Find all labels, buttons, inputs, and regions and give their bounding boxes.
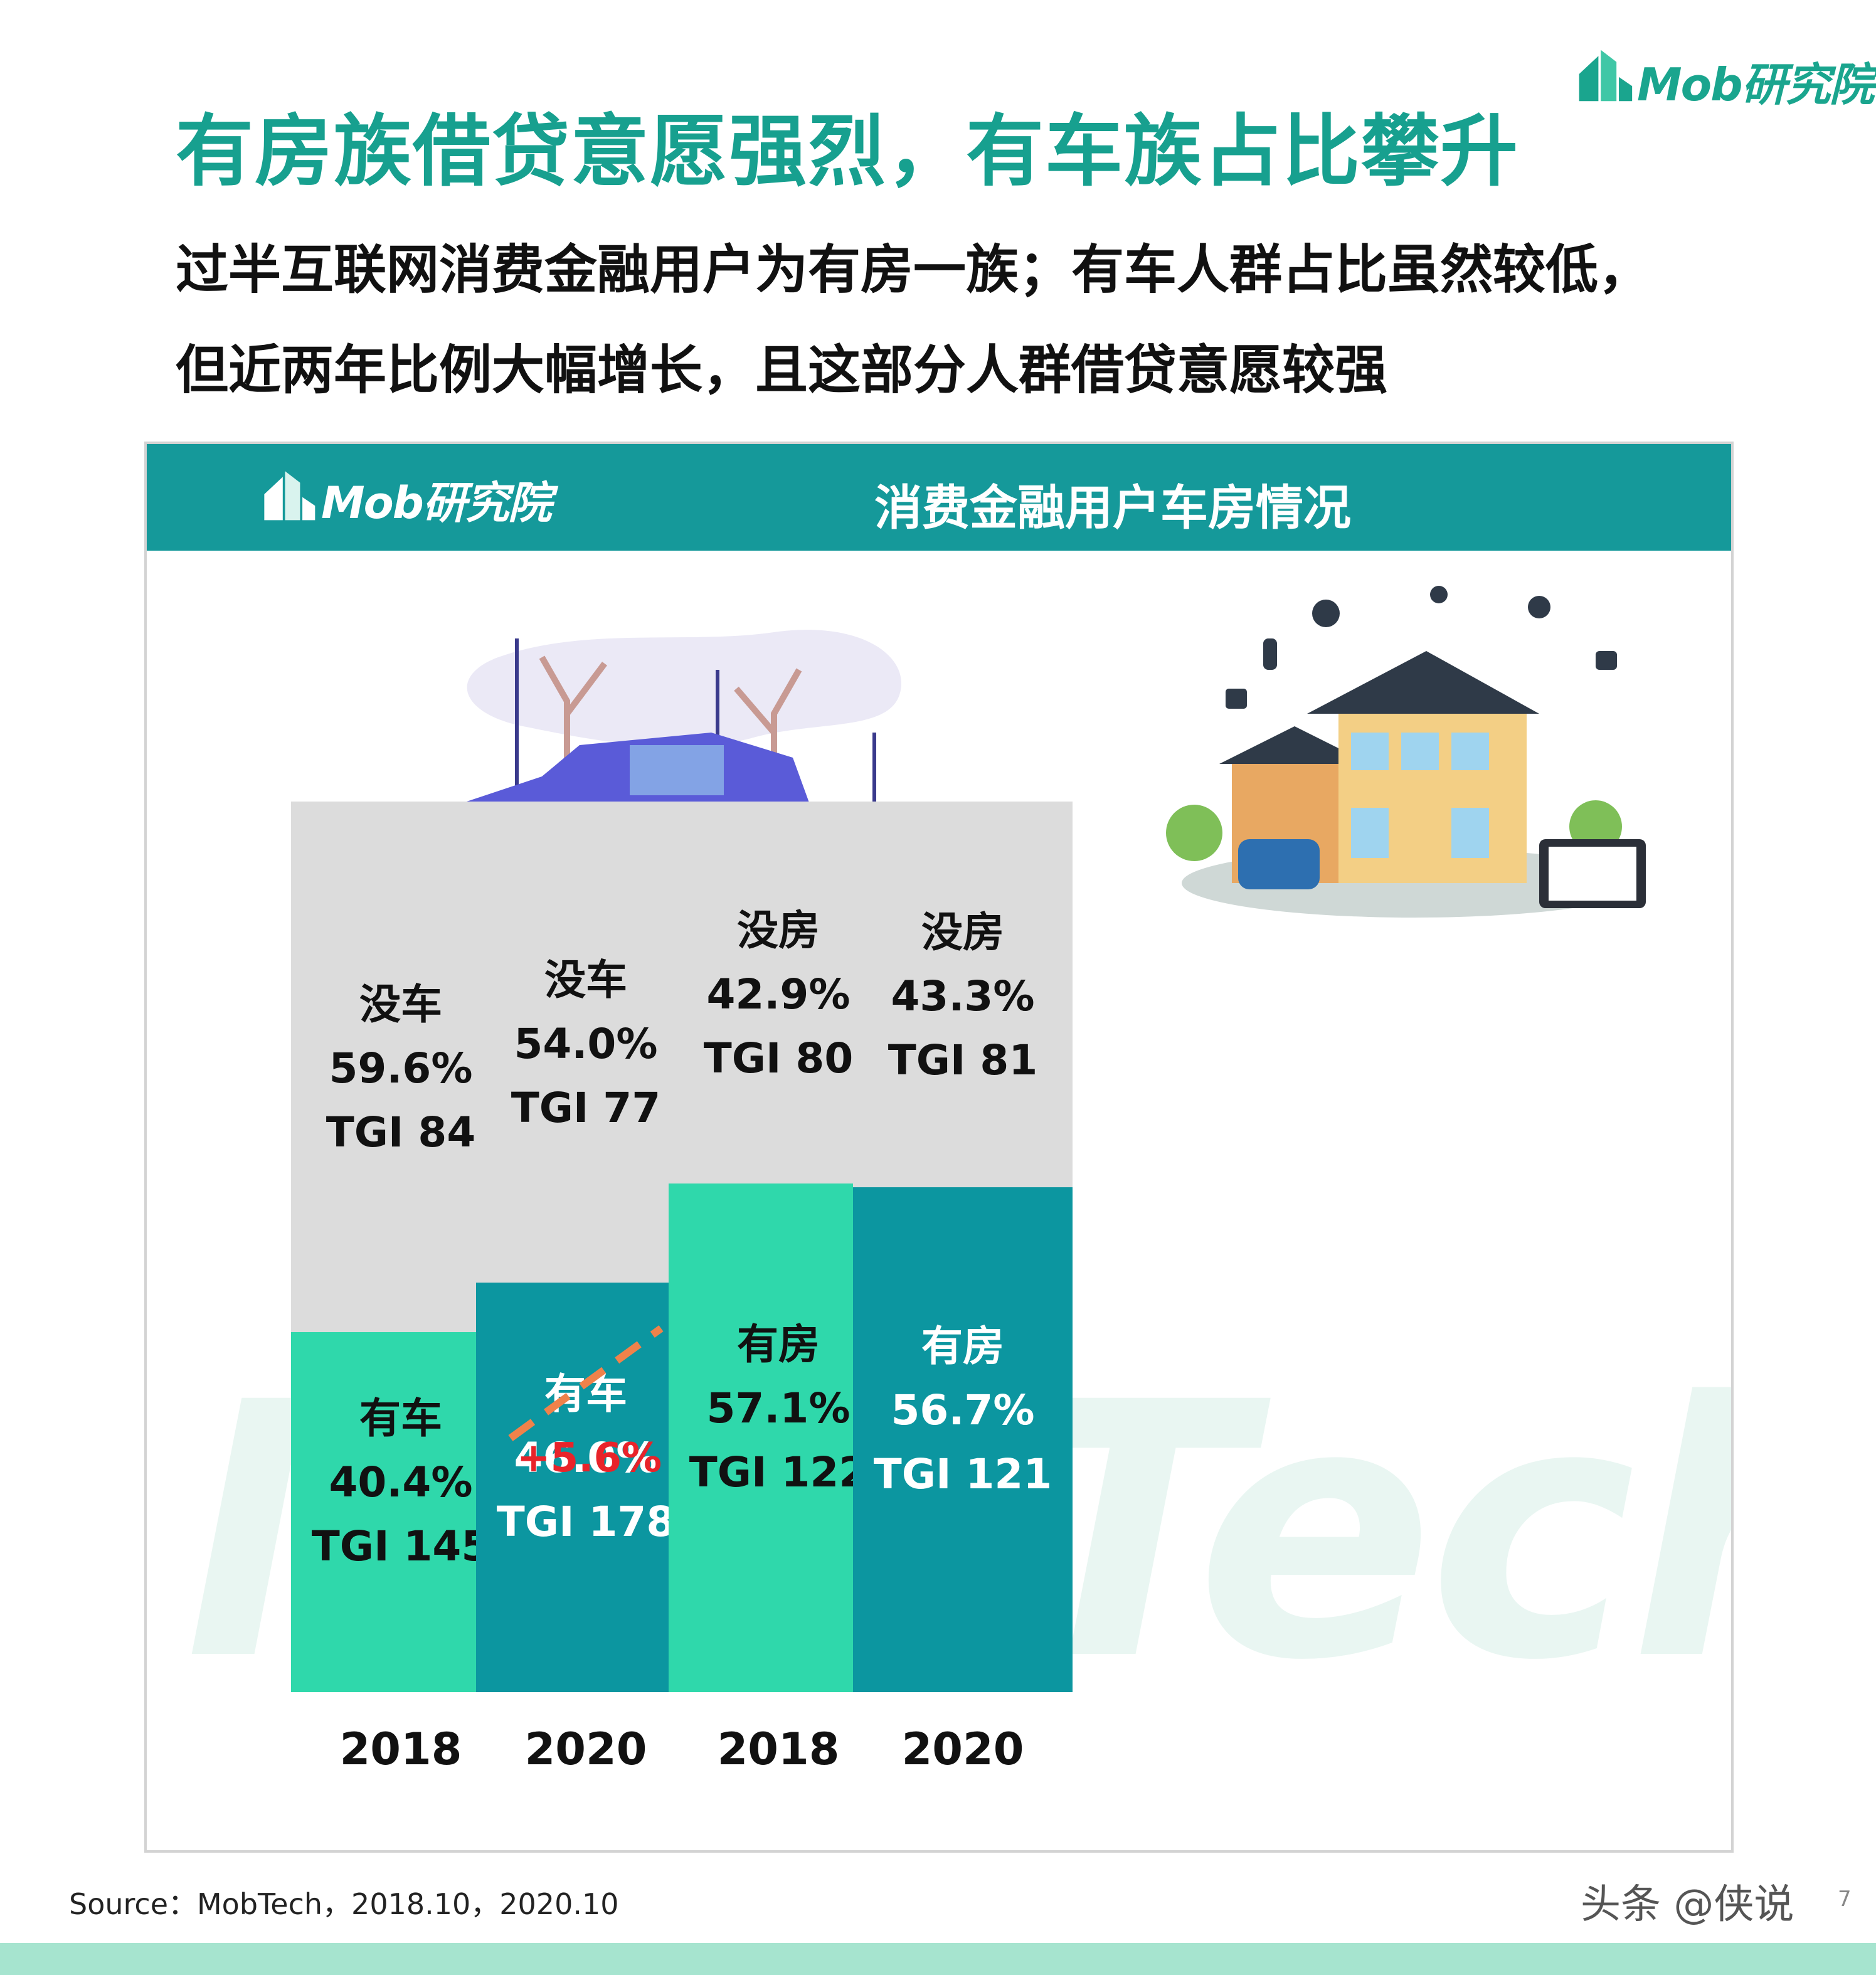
data-label-with: 有车 46.0% TGI 178 bbox=[496, 1369, 676, 1546]
bar-segment-without: 没房 42.9% TGI 80 bbox=[669, 802, 888, 1183]
trend-dashed-line bbox=[508, 1325, 664, 1441]
page-title: 有房族借贷意愿强烈，有车族占比攀升 bbox=[176, 107, 1520, 197]
brand-logo: Mob研究院 bbox=[1574, 39, 1875, 111]
panel-logo: Mob研究院 bbox=[260, 462, 552, 531]
bar-segment-without: 没车 59.6% TGI 84 bbox=[291, 802, 511, 1332]
bar-segment-without: 没房 43.3% TGI 81 bbox=[853, 802, 1073, 1187]
data-label-without: 没房 42.9% TGI 80 bbox=[703, 906, 854, 1083]
chart-panel: MobTech 博 Mob研究院 消费金融用户车房情况 bbox=[144, 442, 1734, 1853]
bottom-strip bbox=[0, 1943, 1876, 1975]
bar-segment-with: 有车 46.0% TGI 178 bbox=[476, 1283, 696, 1692]
source-note: Source：MobTech，2018.10，2020.10 bbox=[69, 1887, 619, 1921]
house-illustration bbox=[1166, 586, 1646, 918]
bar-segment-with: 有房 57.1% TGI 122 bbox=[669, 1183, 888, 1692]
x-tick-label: 2020 bbox=[524, 1723, 647, 1775]
panel-header: Mob研究院 消费金融用户车房情况 bbox=[147, 444, 1731, 551]
bar-segment-with: 有车 40.4% TGI 145 bbox=[291, 1332, 511, 1692]
stacked-bar-house-2018: 没房 42.9% TGI 80 有房 57.1% TGI 122 bbox=[669, 802, 888, 1692]
data-label-without: 没房 43.3% TGI 81 bbox=[888, 908, 1038, 1084]
stacked-bar-car-2020: 没车 54.0% TGI 77 有车 46.0% TGI 178 bbox=[476, 802, 696, 1692]
data-label-with: 有房 56.7% TGI 121 bbox=[873, 1321, 1052, 1498]
chart-title: 消费金融用户车房情况 bbox=[874, 480, 1351, 536]
stacked-bar-car-2018: 没车 59.6% TGI 84 有车 40.4% TGI 145 bbox=[291, 802, 511, 1692]
stacked-bar-house-2020: 没房 43.3% TGI 81 有房 56.7% TGI 121 bbox=[853, 802, 1073, 1692]
x-tick-label: 2018 bbox=[339, 1723, 462, 1775]
data-label-with: 有车 40.4% TGI 145 bbox=[311, 1394, 490, 1570]
car-growth-annotation: +5.6% bbox=[517, 1435, 662, 1481]
building-logo-icon bbox=[264, 471, 315, 521]
page-subtitle: 过半互联网消费金融用户为有房一族；有车人群占比虽然较低，但近两年比例大幅增长，且… bbox=[176, 239, 1651, 401]
x-tick-label: 2020 bbox=[901, 1723, 1024, 1775]
data-label-with: 有房 57.1% TGI 122 bbox=[689, 1320, 868, 1496]
bar-segment-without: 没车 54.0% TGI 77 bbox=[476, 802, 696, 1283]
x-tick-label: 2018 bbox=[717, 1723, 840, 1775]
bar-segment-with: 有房 56.7% TGI 121 bbox=[853, 1187, 1073, 1692]
author-credit: 头条 @侠说 bbox=[1581, 1882, 1794, 1928]
data-label-without: 没车 59.6% TGI 84 bbox=[326, 980, 476, 1157]
panel-logo-text: Mob研究院 bbox=[321, 477, 552, 529]
data-label-without: 没车 54.0% TGI 77 bbox=[511, 955, 661, 1132]
building-logo-icon bbox=[1579, 50, 1633, 102]
brand-name: Mob研究院 bbox=[1637, 58, 1875, 111]
page-number: 7 bbox=[1838, 1887, 1852, 1912]
